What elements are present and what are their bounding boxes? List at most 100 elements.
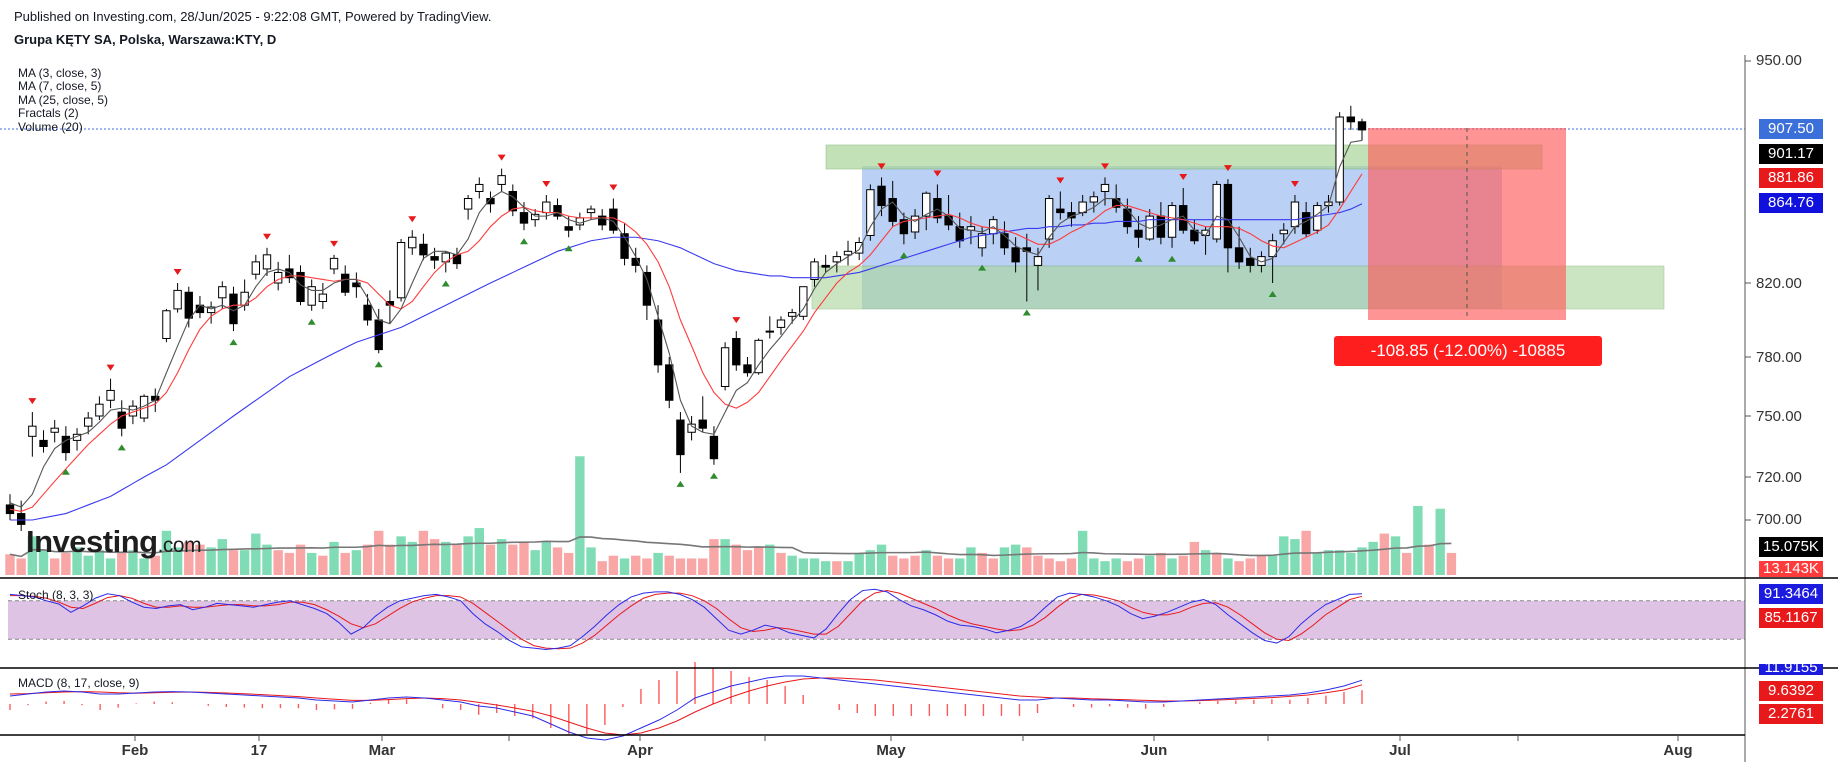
volume-bar <box>206 547 216 575</box>
price-tick-750: 750.00 <box>1756 408 1802 425</box>
volume-bar <box>1245 558 1255 575</box>
macd-line <box>9 675 1363 741</box>
macd-label[interactable]: MACD (8, 17, close, 9) <box>18 676 140 690</box>
candle-body <box>1346 116 1356 123</box>
candle-body <box>542 201 551 214</box>
fractal-up-marker <box>1223 165 1232 172</box>
volume-bar <box>932 555 943 575</box>
volume-bar <box>1334 550 1345 575</box>
candle-body <box>888 198 897 222</box>
volume-bar <box>1111 558 1121 575</box>
volume-bar <box>1156 552 1166 575</box>
volume-bar <box>27 536 38 575</box>
ma7-tag: 881.86 <box>1759 168 1823 188</box>
volume-bar <box>519 541 529 575</box>
volume-bar <box>1033 555 1043 575</box>
legend-volume[interactable]: Volume (20) <box>18 120 83 134</box>
volume-bar <box>1402 552 1412 575</box>
candle-body <box>408 236 417 249</box>
volume-bar <box>899 558 909 575</box>
fractal-up-marker <box>408 216 417 223</box>
candle-body <box>1234 247 1244 263</box>
volume-bar <box>351 550 362 575</box>
measure-tool-label[interactable]: -108.85 (-12.00%) -10885 <box>1334 336 1602 366</box>
volume-bar <box>16 558 26 575</box>
volume-bar <box>362 544 373 575</box>
time-tick-jul: Jul <box>1389 742 1411 759</box>
symbol-title: Grupa KĘTY SA, Polska, Warszawa:KTY, D <box>14 32 277 47</box>
candle-body <box>251 261 261 275</box>
volume-bar <box>441 541 451 575</box>
volume-bar <box>139 558 149 575</box>
volume-bar <box>463 536 473 575</box>
candle-body <box>933 198 942 219</box>
candle-body <box>787 312 797 317</box>
investing-watermark: Investing.com <box>26 524 202 559</box>
volume-bar <box>508 544 518 575</box>
candle-body <box>307 286 316 306</box>
candle-body <box>843 250 853 256</box>
volume-bar <box>50 558 60 575</box>
candle-body <box>341 273 350 293</box>
fractal-up-marker <box>330 240 339 247</box>
candle-body <box>732 338 741 366</box>
candle-body <box>944 215 953 226</box>
legend-ma3[interactable]: MA (3, close, 3) <box>18 66 102 80</box>
volume-bar <box>474 528 484 575</box>
published-note: Published on Investing.com, 28/Jun/2025 … <box>14 9 492 24</box>
volume-bar <box>686 558 697 575</box>
volume-bar <box>329 541 339 575</box>
fractal-down-marker <box>1134 255 1143 262</box>
volume-bar <box>1200 550 1211 575</box>
fractal-up-marker <box>262 233 271 240</box>
candle-body <box>977 233 987 249</box>
candle-body <box>653 319 663 366</box>
volume-bar <box>1435 508 1445 575</box>
stoch-d-line <box>10 590 1363 650</box>
volume-bar <box>675 558 686 575</box>
volume-bar <box>117 552 127 575</box>
stoch-label[interactable]: Stoch (8, 3, 3) <box>18 588 94 602</box>
candle-body <box>508 190 517 212</box>
volume-bar <box>128 550 138 575</box>
fractal-down-marker <box>1022 309 1031 316</box>
volume-bar <box>1256 555 1267 575</box>
volume-bar <box>988 558 998 575</box>
volume-bar <box>720 539 730 575</box>
candle-body <box>363 304 372 321</box>
candle-body <box>218 286 227 299</box>
volume-bar <box>429 539 440 575</box>
candle-body <box>84 417 93 427</box>
price-tick-780: 780.00 <box>1756 349 1802 366</box>
volume-bar <box>608 555 619 575</box>
legend-fractals[interactable]: Fractals (2) <box>18 106 79 120</box>
fractal-up-marker <box>877 163 886 170</box>
volume-bar <box>1223 558 1233 575</box>
candle-body <box>1044 198 1054 240</box>
candle-body <box>95 403 104 417</box>
legend-ma7[interactable]: MA (7, close, 5) <box>18 79 102 93</box>
volume-bar <box>921 550 931 575</box>
volume-bar <box>709 539 719 575</box>
volume-tag: 15.075K <box>1759 537 1823 557</box>
volume-bar <box>1066 558 1077 575</box>
fractal-down-marker <box>709 472 718 479</box>
volume-bar <box>1234 561 1244 575</box>
volume-bar <box>731 544 741 575</box>
candle-body <box>1033 256 1043 266</box>
volume-bar <box>1267 555 1278 575</box>
fractal-up-marker <box>106 364 115 371</box>
legend-ma25[interactable]: MA (25, close, 5) <box>18 93 109 107</box>
candle-body <box>285 268 294 279</box>
volume-bar <box>798 558 809 575</box>
moving-average-lines <box>9 139 1363 521</box>
volume-bar <box>1212 552 1222 575</box>
candle-body <box>1100 183 1110 192</box>
fractal-down-marker <box>519 238 528 245</box>
volume-bar <box>1390 536 1401 575</box>
macd-signal-line <box>9 677 1363 736</box>
volume-bar <box>888 555 898 575</box>
price-tick-820: 820.00 <box>1756 275 1802 292</box>
volume-bar <box>664 555 674 575</box>
volume-bar <box>1010 544 1021 575</box>
